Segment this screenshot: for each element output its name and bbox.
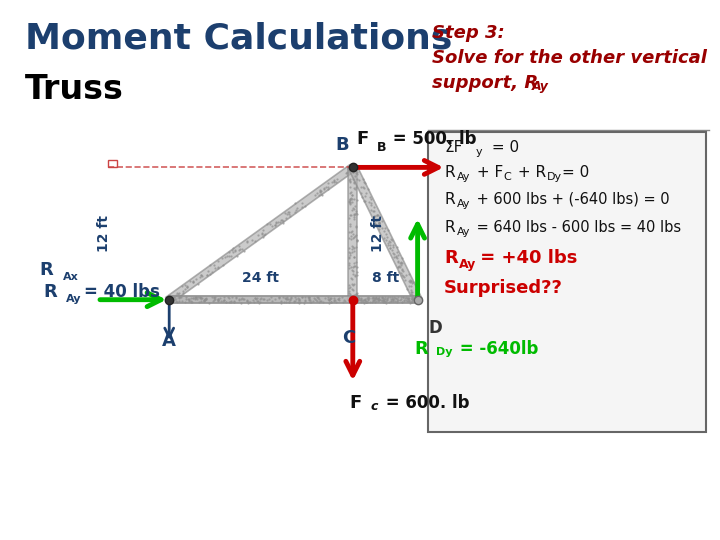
Text: = 500. lb: = 500. lb bbox=[387, 131, 477, 149]
Text: F: F bbox=[349, 394, 361, 412]
Text: Ay: Ay bbox=[456, 172, 470, 182]
Text: B: B bbox=[377, 141, 386, 154]
Text: 24 ft: 24 ft bbox=[243, 271, 279, 285]
Text: R: R bbox=[444, 220, 455, 235]
Text: R: R bbox=[43, 282, 57, 301]
Text: C: C bbox=[343, 329, 356, 347]
Polygon shape bbox=[169, 296, 353, 303]
Bar bbox=[108, 160, 117, 167]
Text: Ay: Ay bbox=[531, 80, 548, 93]
Text: R: R bbox=[414, 340, 428, 358]
Text: R: R bbox=[444, 249, 458, 267]
Text: + 600 lbs + (-640 lbs) = 0: + 600 lbs + (-640 lbs) = 0 bbox=[472, 192, 669, 207]
Text: 12 ft: 12 ft bbox=[97, 215, 112, 252]
Text: Solve for the other vertical: Solve for the other vertical bbox=[432, 49, 707, 66]
Text: Dy: Dy bbox=[436, 347, 453, 357]
Text: B: B bbox=[336, 136, 349, 154]
Text: = 640 lbs - 600 lbs = 40 lbs: = 640 lbs - 600 lbs = 40 lbs bbox=[472, 220, 680, 235]
Text: = 600. lb: = 600. lb bbox=[380, 394, 469, 412]
Text: = 0: = 0 bbox=[562, 165, 590, 180]
Polygon shape bbox=[348, 167, 358, 300]
Text: A: A bbox=[162, 332, 176, 350]
Bar bbox=[428, 132, 706, 432]
Text: 8 ft: 8 ft bbox=[372, 271, 399, 285]
Text: + R: + R bbox=[513, 165, 546, 180]
Text: c: c bbox=[370, 400, 377, 413]
Text: F: F bbox=[356, 131, 369, 149]
Text: Moment Calculations: Moment Calculations bbox=[25, 22, 453, 56]
Text: Surprised??: Surprised?? bbox=[444, 279, 563, 297]
Text: R: R bbox=[40, 261, 53, 279]
Polygon shape bbox=[353, 296, 418, 303]
Text: R: R bbox=[444, 192, 455, 207]
Text: Ay: Ay bbox=[459, 258, 476, 271]
Text: + F: + F bbox=[472, 165, 503, 180]
Text: Ay: Ay bbox=[456, 199, 470, 209]
Text: y: y bbox=[476, 147, 482, 158]
Text: = +40 lbs: = +40 lbs bbox=[474, 249, 578, 267]
Text: C: C bbox=[503, 172, 511, 182]
Text: support, R: support, R bbox=[432, 74, 539, 92]
Text: Ay: Ay bbox=[456, 227, 470, 237]
Text: Ax: Ax bbox=[63, 272, 78, 282]
Text: Truss: Truss bbox=[25, 73, 124, 106]
Text: = -640lb: = -640lb bbox=[454, 340, 538, 358]
Text: Ay: Ay bbox=[66, 294, 82, 303]
Text: = 40 lbs: = 40 lbs bbox=[84, 282, 160, 301]
Text: Dy: Dy bbox=[546, 172, 562, 182]
Text: D: D bbox=[428, 319, 442, 336]
Text: 12 ft: 12 ft bbox=[371, 215, 384, 252]
Polygon shape bbox=[169, 296, 418, 303]
Text: Step 3:: Step 3: bbox=[432, 24, 505, 42]
Polygon shape bbox=[166, 165, 356, 302]
Text: R: R bbox=[444, 165, 455, 180]
Polygon shape bbox=[348, 166, 422, 301]
Text: = 0: = 0 bbox=[487, 140, 520, 156]
Text: ΣF: ΣF bbox=[444, 140, 463, 156]
